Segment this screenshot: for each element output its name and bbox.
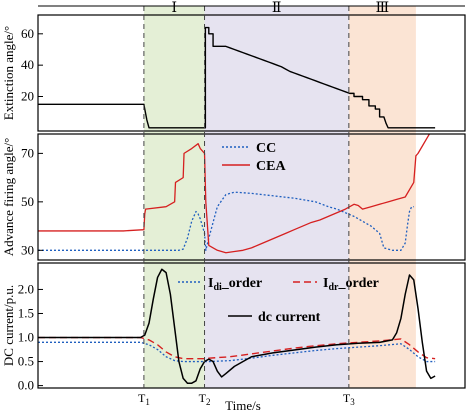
subplot-firing-frame: [37, 133, 466, 261]
labels-overlay: Ⅰ Ⅱ Ⅲ Time/s: [38, 1, 465, 412]
region-2-background: [204, 6, 349, 388]
x-axis-label: Time/s: [225, 398, 261, 412]
legend-label: Idr_order: [323, 276, 379, 293]
time-marker-label-t3: T3: [343, 391, 355, 407]
subplot-extinction-frame: [37, 14, 466, 132]
y-axis-label-dc: DC current/p.u.: [1, 285, 16, 366]
series-line-dc-dc-current: [38, 268, 436, 384]
subplots: 20 40 60 Extinction angle/° 30 50 70 Advance fi…: [1, 14, 466, 393]
y-tick-label: 2.0: [18, 281, 34, 296]
legend-label: CEA: [256, 159, 286, 174]
region-3-label: Ⅲ: [376, 1, 390, 16]
series-line-dc-idi-order: [38, 341, 436, 363]
y-tick-label: 0.5: [18, 354, 34, 369]
subplot-firing-series: [38, 134, 431, 254]
y-tick-label: 60: [21, 26, 34, 41]
subplot-firing: 30 50 70 Advance firing angle/° CC CEA: [1, 133, 466, 261]
y-tick-label: 1.0: [18, 330, 34, 345]
y-tick-label: 70: [21, 145, 34, 160]
y-tick-label: 30: [21, 242, 34, 257]
series-line-extinction-1: [38, 26, 436, 129]
y-tick-label: 1.5: [18, 305, 34, 320]
subplot-extinction-series: [38, 26, 436, 129]
series-line-firing-cc: [38, 191, 414, 251]
y-axis-label-extinction: Extinction angle/°: [1, 26, 16, 120]
y-tick-label: 40: [21, 57, 34, 72]
subplot-dc: 0.00.51.01.52.0DC current/p.u.Idi_order I…: [1, 262, 466, 393]
series-line-firing-cea: [38, 134, 431, 254]
time-marker-label-t2: T2: [199, 391, 211, 407]
time-marker-label-t1: T1: [138, 391, 150, 407]
y-tick-label: 20: [21, 89, 34, 104]
legend-label: Idi_order: [208, 276, 262, 293]
y-tick-label: 0.0: [18, 378, 34, 393]
series-line-dc-idr-order: [38, 336, 436, 360]
y-tick-label: 50: [21, 194, 34, 209]
legend-firing: CC CEA: [222, 141, 286, 174]
subplot-extinction: 20 40 60 Extinction angle/°: [1, 14, 466, 132]
time-markers: T1 T2 T3: [138, 6, 355, 407]
legend-label: dc current: [258, 310, 321, 325]
subplot-dc-frame: [37, 262, 466, 389]
y-axis-label-firing: Advance firing angle/°: [1, 138, 16, 257]
region-2-label: Ⅱ: [272, 1, 282, 16]
subplot-dc-series: [38, 268, 436, 384]
region-1-label: Ⅰ: [171, 1, 177, 16]
legend-label: CC: [256, 141, 276, 156]
